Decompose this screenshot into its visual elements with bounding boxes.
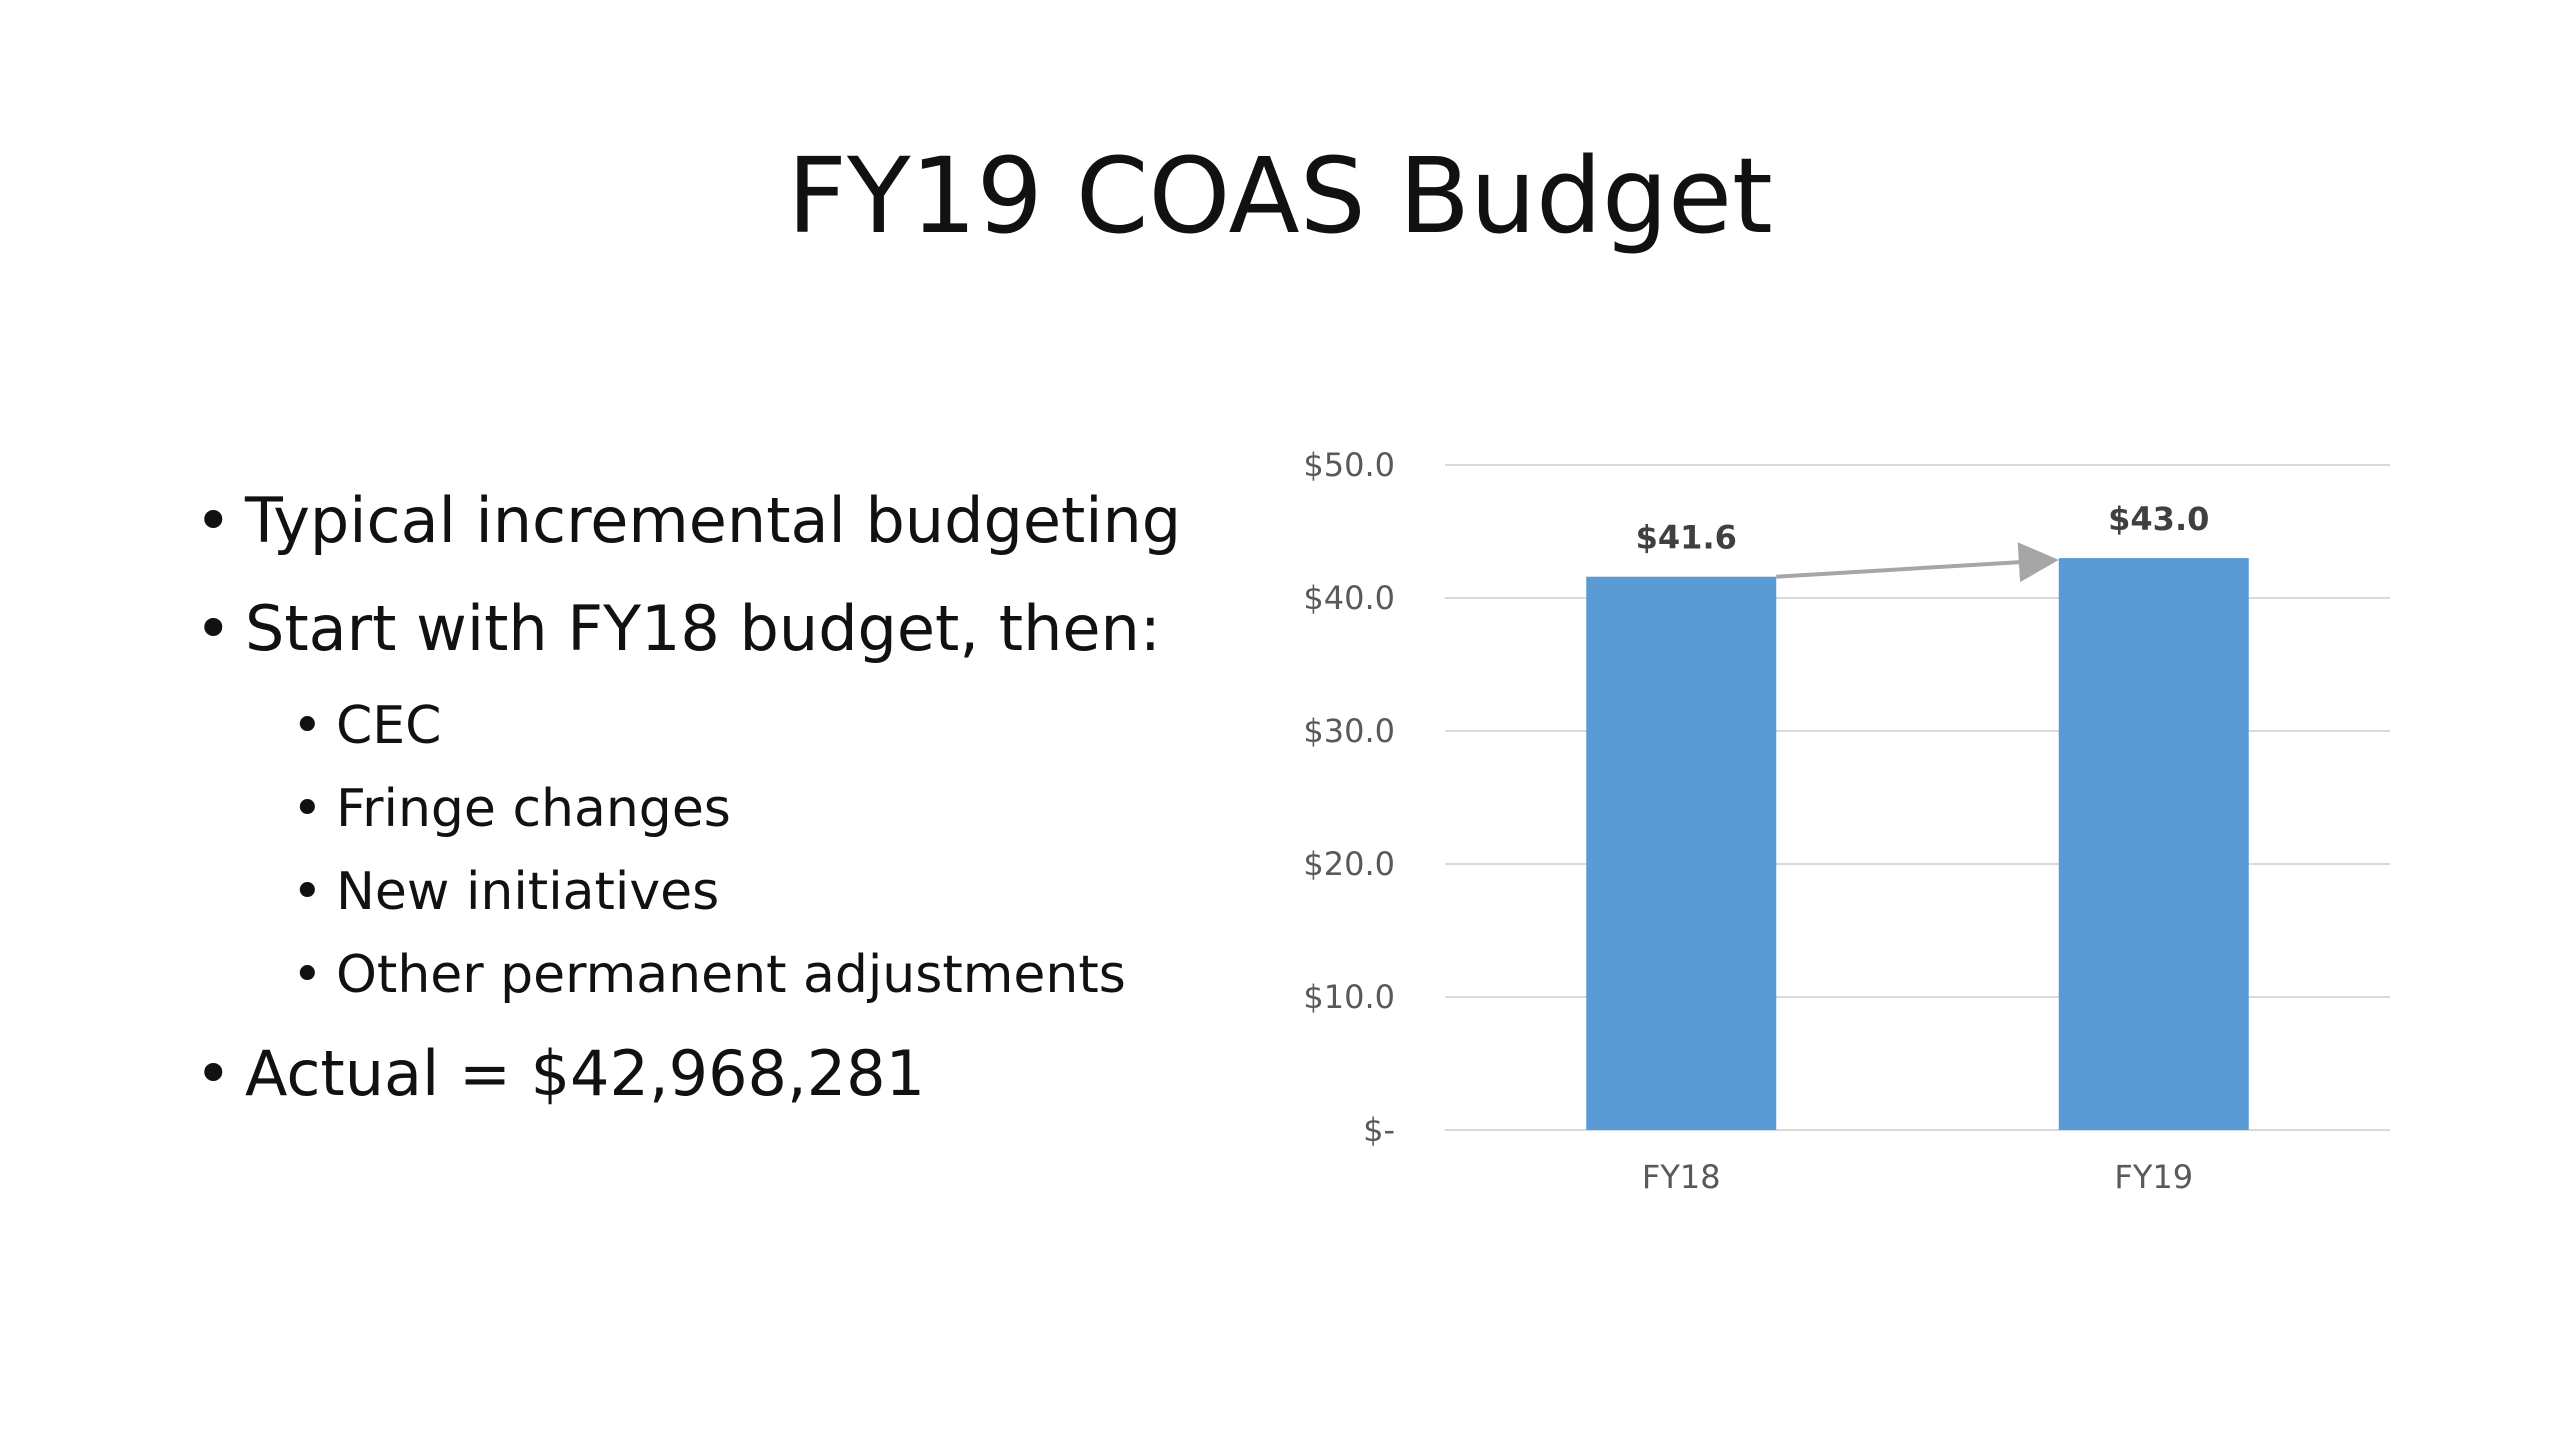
bullet-list: Typical incremental budgeting Start with… (195, 490, 1245, 1151)
bar-fy18 (1586, 576, 1777, 1130)
growth-arrow (1776, 542, 2059, 583)
y-tick-label: $40.0 (1303, 579, 1395, 617)
sub-bullet-item: New initiatives (292, 866, 1245, 918)
x-category-label: FY18 (1642, 1158, 1721, 1196)
data-label: $43.0 (2108, 500, 2209, 538)
budget-bar-chart: $- $10.0 $20.0 $30.0 $40.0 $50.0 $41.6 $43.0 F… (1303, 446, 2390, 1196)
sub-bullet-item: Other permanent adjustments (292, 949, 1245, 1001)
bullet-item: Start with FY18 budget, then: (195, 598, 1245, 661)
y-tick-label: $20.0 (1303, 845, 1395, 883)
y-tick-label: $10.0 (1303, 978, 1395, 1016)
sub-bullet-item: CEC (292, 700, 1245, 752)
slide-title: FY19 COAS Budget (787, 135, 1773, 257)
bar-fy19 (2058, 558, 2249, 1130)
data-label: $41.6 (1636, 519, 1737, 557)
bullet-item: Actual = $42,968,281 (195, 1043, 1245, 1106)
bullet-item: Typical incremental budgeting (195, 490, 1245, 553)
y-tick-label: $30.0 (1303, 712, 1395, 750)
y-tick-label: $- (1363, 1111, 1395, 1149)
sub-bullet-item: Fringe changes (292, 783, 1245, 835)
x-category-label: FY19 (2114, 1158, 2193, 1196)
y-tick-label: $50.0 (1303, 446, 1395, 484)
